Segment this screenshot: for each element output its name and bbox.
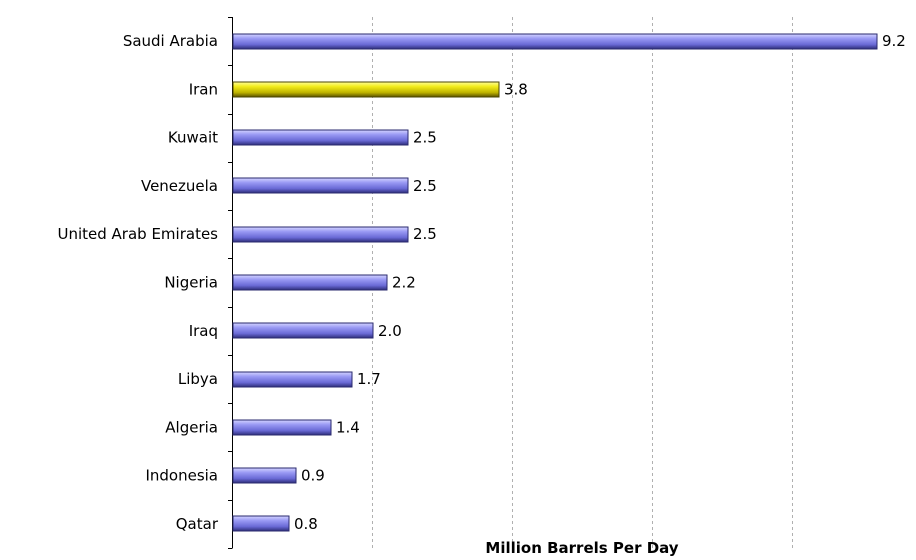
bar-venezuela [232, 177, 409, 194]
value-label: 1.7 [357, 370, 381, 388]
y-axis [228, 17, 233, 549]
category-labels: Saudi Arabia Iran Kuwait Venezuela United Ar… [57, 32, 218, 533]
bar-iran [232, 81, 500, 98]
category-label: Algeria [165, 418, 218, 436]
bar-kuwait [232, 129, 409, 146]
bars [232, 33, 878, 532]
bar-iraq [232, 322, 374, 339]
value-label: 2.5 [413, 129, 437, 147]
value-labels: 9.2 3.8 2.5 2.5 2.5 2.2 2.0 1.7 1.4 0.9 0.8 [294, 32, 906, 533]
bar-algeria [232, 419, 332, 436]
value-label: 0.9 [301, 467, 325, 485]
category-label: United Arab Emirates [57, 225, 218, 243]
category-label: Nigeria [164, 274, 218, 292]
value-label: 2.5 [413, 225, 437, 243]
bar-united-arab-emirates [232, 226, 409, 243]
bar-indonesia [232, 467, 297, 484]
value-label: 9.2 [882, 32, 906, 50]
category-label: Indonesia [145, 467, 218, 485]
category-label: Qatar [176, 515, 219, 533]
category-label: Venezuela [141, 177, 218, 195]
bar-libya [232, 371, 353, 388]
bar-qatar [232, 515, 290, 532]
value-label: 2.5 [413, 177, 437, 195]
category-label: Iran [189, 80, 218, 98]
category-label: Kuwait [168, 129, 218, 147]
value-label: 2.0 [378, 322, 402, 340]
bar-saudi-arabia [232, 33, 878, 50]
value-label: 2.2 [392, 274, 416, 292]
value-label: 1.4 [336, 418, 360, 436]
x-axis-title: Million Barrels Per Day [485, 539, 678, 557]
category-label: Iraq [189, 322, 218, 340]
category-label: Libya [178, 370, 218, 388]
category-label: Saudi Arabia [123, 32, 218, 50]
value-label: 0.8 [294, 515, 318, 533]
value-label: 3.8 [504, 80, 528, 98]
bar-nigeria [232, 274, 388, 291]
